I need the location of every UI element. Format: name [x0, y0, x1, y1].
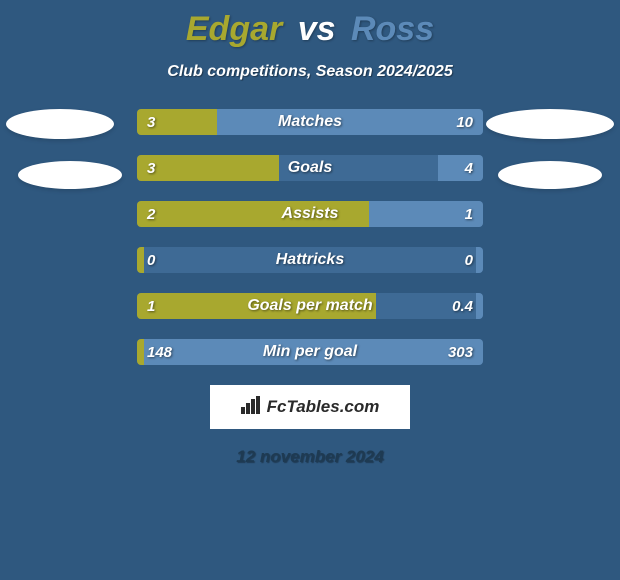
player2-name: Ross [351, 10, 434, 48]
date-text: 12 november 2024 [0, 447, 620, 467]
subtitle: Club competitions, Season 2024/2025 [0, 63, 620, 81]
brand-text: FcTables.com [267, 397, 380, 417]
bar-label: Min per goal [137, 339, 483, 365]
bar-row: 00Hattricks [137, 247, 483, 273]
bar-row: 10.4Goals per match [137, 293, 483, 319]
infographic-container: Edgar vs Ross Club competitions, Season … [0, 0, 620, 580]
avatar-placeholder-right-1 [486, 109, 614, 139]
bar-label: Goals per match [137, 293, 483, 319]
bar-row: 310Matches [137, 109, 483, 135]
title: Edgar vs Ross [0, 0, 620, 49]
bar-label: Matches [137, 109, 483, 135]
player1-name: Edgar [186, 10, 282, 48]
chart-area: 310Matches 34Goals 21Assists 00Hattricks 10.… [0, 109, 620, 365]
bar-label: Assists [137, 201, 483, 227]
bar-row: 21Assists [137, 201, 483, 227]
avatar-placeholder-left-1 [6, 109, 114, 139]
bar-row: 148303Min per goal [137, 339, 483, 365]
bar-label: Goals [137, 155, 483, 181]
avatar-placeholder-left-2 [18, 161, 122, 189]
comparison-bars: 310Matches 34Goals 21Assists 00Hattricks 10.… [137, 109, 483, 365]
brand-box: FcTables.com [210, 385, 410, 429]
chart-icon [241, 396, 261, 419]
bar-label: Hattricks [137, 247, 483, 273]
avatar-placeholder-right-2 [498, 161, 602, 189]
vs-text: vs [298, 10, 336, 48]
bar-row: 34Goals [137, 155, 483, 181]
